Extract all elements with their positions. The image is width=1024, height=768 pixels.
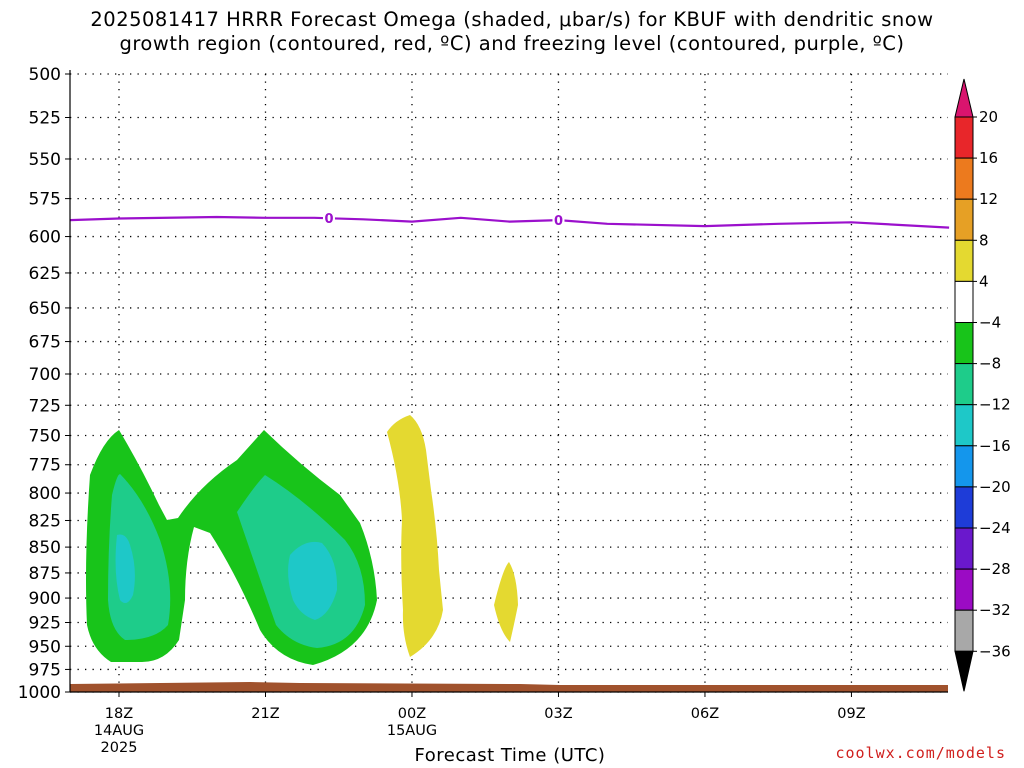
- x-tick-sublabel: 15AUG: [387, 723, 437, 739]
- y-tick-label: 750: [29, 427, 61, 447]
- chart-title-line-2: growth region (contoured, red, ºC) and f…: [119, 32, 905, 55]
- colorbar-swatch: [954, 239, 974, 282]
- axes: 500 525 550 575 600 625 650 675 700 725 750 775 800 8…: [18, 65, 948, 756]
- colorbar-label: 16: [979, 149, 998, 167]
- y-tick-label: 525: [29, 109, 61, 129]
- omega-region-cyan-2: [288, 541, 338, 620]
- colorbar-swatch: [954, 322, 974, 365]
- freezing-label-bg: [552, 212, 565, 229]
- colorbar-top-arrow: [954, 78, 974, 118]
- terrain-fill: [70, 682, 948, 692]
- colorbar-label: 20: [979, 108, 998, 126]
- y-tick-label: 800: [29, 484, 61, 504]
- freezing-level-label: 0: [554, 214, 563, 229]
- y-tick-label: 500: [29, 65, 61, 85]
- omega-region-yellow-2: [494, 562, 518, 642]
- freezing-label-bg: [322, 210, 335, 227]
- colorbar-label: 8: [979, 231, 989, 249]
- y-tick-label: 775: [29, 456, 61, 476]
- x-tick-sublabel: 14AUG: [94, 723, 144, 739]
- colorbar-label: 12: [979, 190, 998, 208]
- y-tick-label: 625: [29, 264, 61, 284]
- x-tick-label: 06Z: [691, 706, 719, 722]
- x-tick-label: 03Z: [544, 706, 572, 722]
- x-axis-title: Forecast Time (UTC): [414, 745, 606, 766]
- y-tick-label: 950: [29, 637, 61, 657]
- y-tick-label: 825: [29, 511, 61, 531]
- y-tick-label: 850: [29, 538, 61, 558]
- colorbar-swatch: [954, 198, 974, 241]
- omega-shading: [86, 415, 518, 665]
- freezing-level-label: 0: [324, 212, 333, 227]
- colorbar-swatch: [954, 404, 974, 447]
- freezing-level-line: [70, 215, 950, 229]
- x-tick-label: 00Z: [398, 706, 426, 722]
- colorbar-label: −4: [979, 314, 1001, 332]
- colorbar-label: −20: [979, 478, 1011, 496]
- colorbar-label: −28: [979, 560, 1011, 578]
- chart-title-line-1: 2025081417 HRRR Forecast Omega (shaded, …: [90, 8, 934, 31]
- y-tick-label: 700: [29, 365, 61, 385]
- y-tick-label: 875: [29, 564, 61, 584]
- colorbar-label: −36: [979, 642, 1011, 660]
- omega-region-yellow: [387, 415, 443, 657]
- colorbar-label: −8: [979, 355, 1001, 373]
- colorbar-swatch: [954, 445, 974, 488]
- colorbar-swatch: [954, 609, 974, 652]
- y-tick-label: 650: [29, 299, 61, 319]
- y-tick-label: 975: [29, 660, 61, 680]
- colorbar-swatch: [954, 116, 974, 159]
- x-tick-label: 09Z: [837, 706, 865, 722]
- colorbar-swatch: [954, 568, 974, 611]
- y-tick-label: 725: [29, 396, 61, 416]
- colorbar-label: −12: [979, 396, 1011, 414]
- colorbar-label: −16: [979, 437, 1011, 455]
- colorbar-swatch: [954, 363, 974, 406]
- y-tick-label: 900: [29, 589, 61, 609]
- colorbar-label: −24: [979, 519, 1011, 537]
- colorbar-label: 4: [979, 272, 989, 290]
- colorbar-swatch: [954, 527, 974, 570]
- y-tick-label: 550: [29, 150, 61, 170]
- colorbar-label: −32: [979, 601, 1011, 619]
- colorbar-swatch: [954, 280, 974, 323]
- site-credit: coolwx.com/models: [835, 744, 1006, 762]
- x-tick-sublabel: 2025: [101, 740, 138, 756]
- x-tick-label: 21Z: [251, 706, 279, 722]
- y-tick-label: 675: [29, 333, 61, 353]
- terrain-band: [70, 682, 948, 692]
- colorbar-swatch: [954, 157, 974, 200]
- colorbar-swatch: [954, 486, 974, 529]
- y-tick-label: 1000: [18, 683, 61, 703]
- omega-region-cyan: [115, 534, 135, 604]
- y-tick-label: 925: [29, 613, 61, 633]
- y-tick-label: 575: [29, 190, 61, 210]
- y-tick-label: 600: [29, 228, 61, 248]
- colorbar-bottom-arrow: [954, 650, 974, 692]
- x-tick-label: 18Z: [105, 706, 133, 722]
- colorbar: 20 16 12 8 4 −4 −8 −12 −16 −20 −24 −28 −32 −36: [954, 78, 1011, 692]
